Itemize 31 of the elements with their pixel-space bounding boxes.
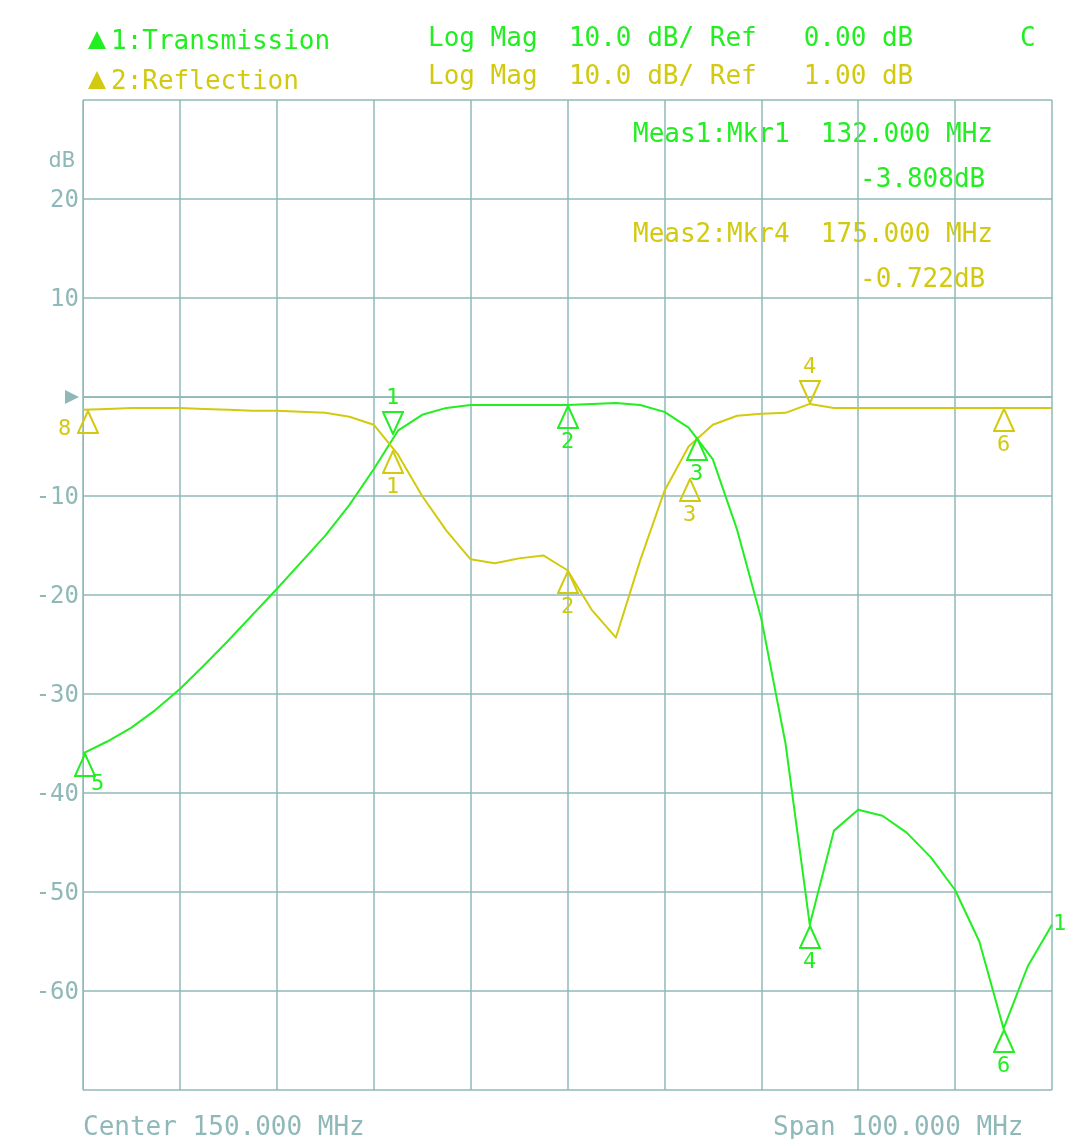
annotation: 4	[803, 353, 817, 378]
annotation: 6	[997, 1052, 1011, 1077]
y-tick-label: -50	[35, 878, 79, 906]
annotation: Meas2:Mkr4 175.000 MHz	[633, 218, 994, 248]
y-tick-label: 10	[50, 284, 79, 312]
annotation: Meas1:Mkr1 132.000 MHz	[633, 118, 994, 148]
y-tick-label: -60	[35, 977, 79, 1005]
annotation: 2	[561, 593, 575, 618]
text: Log Mag 10.0 dB/ Ref 1.00 dB	[428, 60, 914, 90]
text: C	[1020, 22, 1036, 52]
annotation: 3	[683, 501, 697, 526]
annotation: 4	[803, 948, 817, 973]
y-tick-label: -40	[35, 779, 79, 807]
text: 8	[58, 415, 72, 440]
text: Center 150.000 MHz	[83, 1111, 365, 1141]
legend-label: 2:Reflection	[111, 65, 299, 95]
annotation: 2	[561, 428, 575, 453]
annotation: -0.722dB	[860, 263, 986, 293]
text: Log Mag 10.0 dB/ Ref 0.00 dB	[428, 22, 914, 52]
annotation: 1	[386, 384, 400, 409]
y-tick-label: -20	[35, 581, 79, 609]
annotation: 1	[386, 473, 400, 498]
annotation: 3	[690, 460, 704, 485]
text: 1	[1053, 910, 1067, 935]
legend-label: 1:Transmission	[111, 25, 331, 55]
annotation: -3.808dB	[860, 163, 986, 193]
y-tick-label: -30	[35, 680, 79, 708]
annotation: 6	[997, 431, 1011, 456]
y-axis-title: dB	[48, 146, 75, 172]
y-tick-label: 20	[50, 185, 79, 213]
y-tick-label: -10	[35, 482, 79, 510]
